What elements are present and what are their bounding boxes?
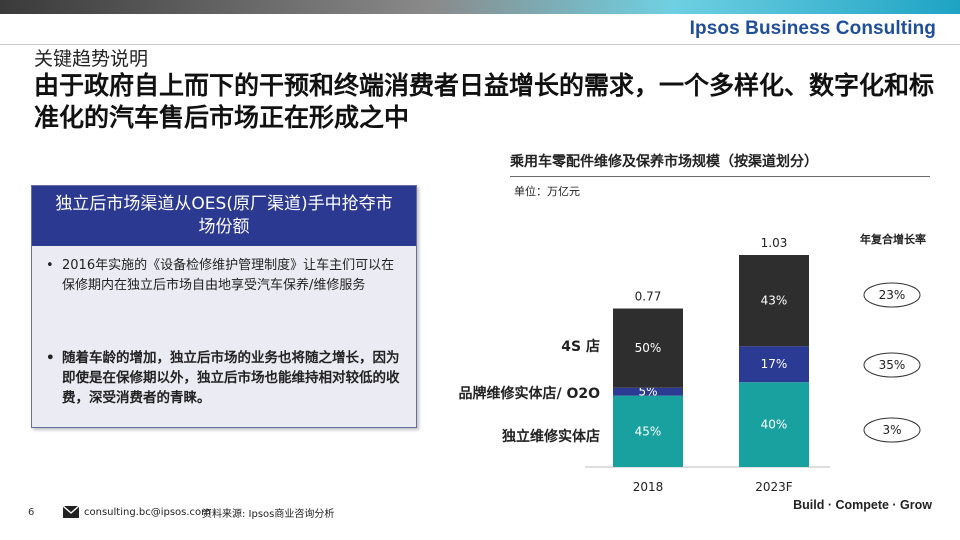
bar-total-label: 1.03 xyxy=(761,236,788,250)
bar-segment xyxy=(739,255,809,347)
contact-email[interactable]: consulting.bc@ipsos.com xyxy=(84,507,211,518)
header-rule xyxy=(0,44,960,45)
insight-bullet-2: • 随着车龄的增加，独立后市场的业务也将随之增长，因为即使是在保修期以外，独立后… xyxy=(46,348,406,408)
legend-label: 品牌维修实体店/ O2O xyxy=(458,385,600,402)
chart-unit: 单位：万亿元 xyxy=(514,185,580,198)
page-number: 6 xyxy=(28,507,35,518)
bar-segment xyxy=(613,387,683,396)
cagr-value: 3% xyxy=(882,423,901,437)
section-kicker: 关键趋势说明 xyxy=(34,48,149,70)
bar-segment xyxy=(739,382,809,467)
source-note: 资料来源: Ipsos商业咨询分析 xyxy=(202,509,335,520)
bullet-mark: • xyxy=(46,350,55,366)
cagr-oval xyxy=(863,352,921,378)
bar-segment-label: 5% xyxy=(638,385,657,399)
insight-bullet-text: 随着车龄的增加，独立后市场的业务也将随之增长，因为即使是在保修期以外，独立后市场… xyxy=(62,350,400,406)
cagr-header: 年复合增长率 xyxy=(860,232,926,246)
insight-bullet-text: 2016年实施的《设备检修维护管理制度》让车主们可以在保修期内在独立后市场自由地… xyxy=(62,258,395,293)
x-tick-label: 2023F xyxy=(755,480,793,494)
bar-segment xyxy=(739,346,809,383)
legend-label: 4S 店 xyxy=(561,338,600,355)
page-headline: 由于政府自上而下的干预和终端消费者日益增长的需求，一个多样化、数字化和标准化的汽… xyxy=(34,71,935,132)
bar-total-label: 0.77 xyxy=(635,290,662,304)
bar-segment-label: 50% xyxy=(635,341,662,355)
chart-title: 乘用车零配件维修及保养市场规模（按渠道划分） xyxy=(510,154,818,170)
bar-segment xyxy=(613,308,683,388)
brand-name: Ipsos Business Consulting xyxy=(689,18,936,39)
cagr-value: 23% xyxy=(879,288,906,302)
x-tick-label: 2018 xyxy=(633,480,664,494)
insight-bullet-1: • 2016年实施的《设备检修维护管理制度》让车主们可以在保修期内在独立后市场自… xyxy=(46,256,406,296)
insight-box-title: 独立后市场渠道从OES(原厂渠道)手中抢夺市场份额 xyxy=(32,186,416,246)
cagr-value: 35% xyxy=(879,358,906,372)
bar-segment-label: 40% xyxy=(761,418,788,432)
cagr-oval xyxy=(863,417,921,443)
insight-box: 独立后市场渠道从OES(原厂渠道)手中抢夺市场份额 • 2016年实施的《设备检… xyxy=(31,185,417,428)
bar-segment-label: 45% xyxy=(635,424,662,438)
chart-title-rule xyxy=(510,176,930,177)
cagr-oval xyxy=(863,282,921,308)
tagline: Build · Compete · Grow xyxy=(793,498,932,512)
bar-segment-label: 17% xyxy=(761,357,788,371)
bar-segment-label: 43% xyxy=(761,294,788,308)
mail-icon xyxy=(63,506,79,518)
legend-label: 独立维修实体店 xyxy=(502,428,600,445)
bar-segment xyxy=(613,395,683,467)
bullet-mark: • xyxy=(46,258,54,273)
top-gradient-bar xyxy=(0,0,960,14)
